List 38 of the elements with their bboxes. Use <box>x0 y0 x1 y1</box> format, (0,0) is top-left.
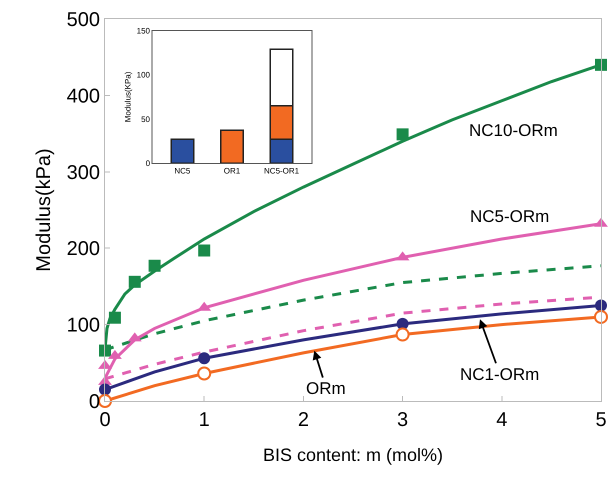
annotation: ORm <box>306 379 346 398</box>
y-tick-label: 100 <box>136 70 151 80</box>
y-tick-label: 100 <box>66 314 100 337</box>
y-tick-label: 400 <box>66 85 100 108</box>
y-axis-title: Modulus(KPa) <box>123 71 132 122</box>
y-tick-label: 150 <box>136 26 151 36</box>
x-tick-label: 5 <box>595 409 607 431</box>
point <box>594 310 608 324</box>
point <box>108 312 121 324</box>
point <box>198 352 210 364</box>
x-tick-label: 2 <box>298 409 309 431</box>
y-tick-label: 50 <box>141 114 151 124</box>
x-tick-label: OR1 <box>224 166 241 176</box>
point <box>128 276 141 288</box>
point <box>197 366 212 380</box>
point <box>595 58 607 71</box>
bar <box>220 130 244 164</box>
x-tick-label: NC5 <box>174 166 191 176</box>
y-tick-label: 500 <box>66 9 100 31</box>
y-tick-label: 200 <box>66 238 100 260</box>
x-tick-label: 4 <box>496 409 508 431</box>
annotation: NC10-ORm <box>469 121 558 140</box>
point <box>148 260 161 272</box>
bar <box>170 138 194 164</box>
point <box>396 328 410 342</box>
x-tick-label: 3 <box>397 409 408 431</box>
annotation: NC1-ORm <box>460 365 540 384</box>
y-tick-label: 300 <box>66 162 100 184</box>
x-tick-label: 1 <box>198 409 210 431</box>
x-axis-title: BIS content: m (mol%) <box>262 445 444 466</box>
point <box>198 244 210 256</box>
y-tick-label: 0 <box>146 158 151 168</box>
y-tick-label: 0 <box>88 391 100 413</box>
point <box>99 344 111 357</box>
y-axis-title: Modulus(kPa) <box>33 148 56 272</box>
point <box>396 128 409 140</box>
annotation: NC5-ORm <box>470 207 550 226</box>
x-tick-label: NC5-OR1 <box>264 166 300 176</box>
